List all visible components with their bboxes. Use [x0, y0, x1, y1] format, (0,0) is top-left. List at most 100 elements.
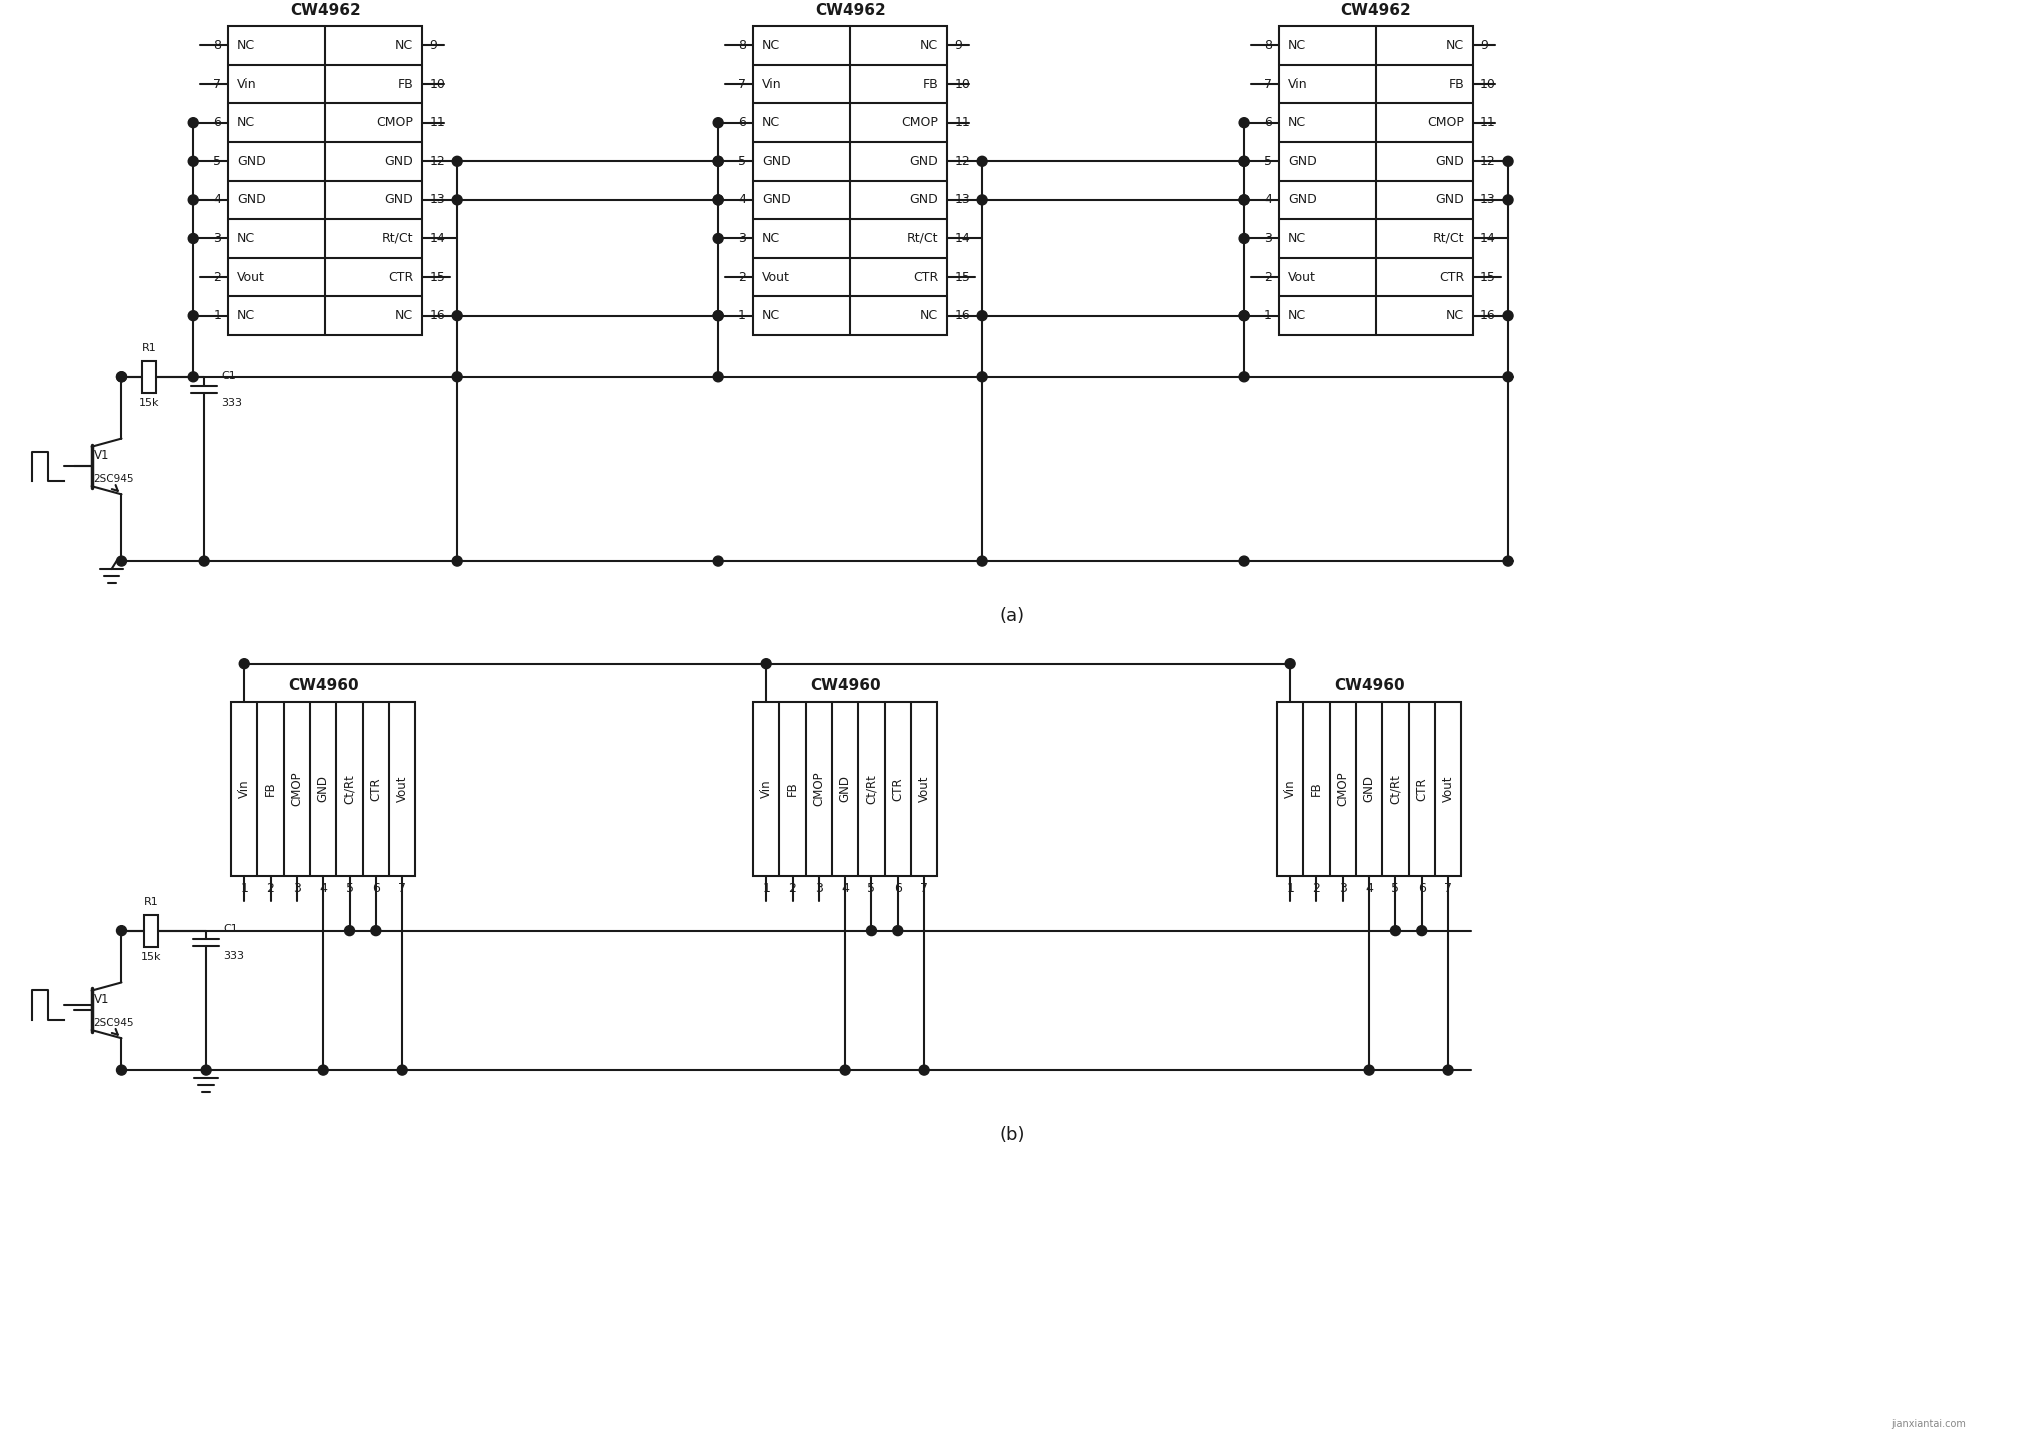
Circle shape: [1239, 234, 1249, 244]
Text: GND: GND: [237, 155, 265, 168]
Text: GND: GND: [1363, 775, 1375, 802]
Text: 1: 1: [241, 883, 249, 896]
Text: FB: FB: [786, 781, 800, 796]
Text: 12: 12: [954, 155, 970, 168]
Text: 3: 3: [739, 232, 745, 245]
Text: NC: NC: [1446, 39, 1464, 52]
Text: GND: GND: [237, 193, 265, 206]
Circle shape: [713, 195, 723, 205]
Text: 10: 10: [954, 77, 970, 90]
Text: 11: 11: [954, 116, 970, 129]
Text: CW4962: CW4962: [814, 3, 885, 17]
Text: GND: GND: [761, 193, 790, 206]
Text: 8: 8: [213, 39, 221, 52]
Text: 3: 3: [1264, 232, 1272, 245]
Circle shape: [188, 118, 198, 128]
Text: 1: 1: [1286, 883, 1294, 896]
Bar: [231, 701, 415, 876]
Text: GND: GND: [909, 193, 938, 206]
Text: GND: GND: [1436, 155, 1464, 168]
Text: GND: GND: [1288, 193, 1316, 206]
Text: 2SC945: 2SC945: [93, 1018, 134, 1028]
Text: 5: 5: [737, 155, 745, 168]
Circle shape: [761, 659, 772, 669]
Circle shape: [1418, 926, 1428, 935]
Text: CMOP: CMOP: [901, 116, 938, 129]
Circle shape: [1503, 195, 1513, 205]
Text: Vin: Vin: [237, 780, 251, 799]
Circle shape: [344, 926, 354, 935]
Text: 4: 4: [320, 883, 328, 896]
Text: NC: NC: [919, 39, 938, 52]
Text: 6: 6: [213, 116, 221, 129]
Text: NC: NC: [761, 39, 780, 52]
Text: 13: 13: [429, 193, 446, 206]
Text: 7: 7: [213, 77, 221, 90]
Circle shape: [978, 372, 986, 382]
Bar: [1278, 701, 1462, 876]
Text: 5: 5: [867, 883, 875, 896]
Text: GND: GND: [316, 775, 330, 802]
Circle shape: [1239, 118, 1249, 128]
Circle shape: [188, 311, 198, 321]
Text: 3: 3: [1339, 883, 1347, 896]
Text: CW4960: CW4960: [288, 678, 358, 693]
Text: 333: 333: [221, 398, 243, 408]
Circle shape: [188, 234, 198, 244]
Circle shape: [198, 556, 209, 566]
Text: 2: 2: [1264, 270, 1272, 283]
Text: 4: 4: [840, 883, 848, 896]
Text: 15: 15: [1480, 270, 1496, 283]
Text: NC: NC: [1288, 232, 1306, 245]
Circle shape: [978, 311, 986, 321]
Text: CW4960: CW4960: [810, 678, 881, 693]
Text: NC: NC: [761, 116, 780, 129]
Circle shape: [117, 372, 126, 382]
Text: 14: 14: [1480, 232, 1496, 245]
Text: 3: 3: [814, 883, 822, 896]
Text: 10: 10: [429, 77, 446, 90]
Circle shape: [713, 372, 723, 382]
Circle shape: [978, 195, 986, 205]
Text: (b): (b): [1000, 1125, 1025, 1144]
Circle shape: [867, 926, 877, 935]
Text: 1: 1: [739, 309, 745, 322]
Text: NC: NC: [1288, 39, 1306, 52]
Text: 11: 11: [429, 116, 446, 129]
Circle shape: [713, 234, 723, 244]
Text: CTR: CTR: [1415, 777, 1428, 800]
Text: 8: 8: [1264, 39, 1272, 52]
Text: 4: 4: [739, 193, 745, 206]
Text: NC: NC: [395, 309, 413, 322]
Text: 15: 15: [954, 270, 970, 283]
Text: C1: C1: [221, 372, 235, 382]
Text: Rt/Ct: Rt/Ct: [383, 232, 413, 245]
Text: GND: GND: [909, 155, 938, 168]
Bar: [753, 26, 948, 335]
Text: 12: 12: [1480, 155, 1496, 168]
Text: FB: FB: [923, 77, 938, 90]
Text: CW4960: CW4960: [1334, 678, 1405, 693]
Circle shape: [1503, 157, 1513, 167]
Text: NC: NC: [1288, 309, 1306, 322]
Text: 12: 12: [429, 155, 446, 168]
Text: 4: 4: [1365, 883, 1373, 896]
Text: R1: R1: [144, 897, 158, 906]
Text: 16: 16: [429, 309, 446, 322]
Circle shape: [452, 311, 462, 321]
Text: GND: GND: [385, 155, 413, 168]
Text: NC: NC: [237, 309, 255, 322]
Bar: [142, 362, 156, 392]
Text: 3: 3: [294, 883, 302, 896]
Text: 4: 4: [1264, 193, 1272, 206]
Text: CW4962: CW4962: [1341, 3, 1411, 17]
Text: Vout: Vout: [395, 775, 409, 802]
Text: GND: GND: [385, 193, 413, 206]
Text: GND: GND: [1436, 193, 1464, 206]
Text: 15k: 15k: [142, 951, 162, 961]
Text: 3: 3: [213, 232, 221, 245]
Circle shape: [397, 1066, 407, 1074]
Circle shape: [452, 372, 462, 382]
Circle shape: [713, 118, 723, 128]
Text: CTR: CTR: [913, 270, 938, 283]
